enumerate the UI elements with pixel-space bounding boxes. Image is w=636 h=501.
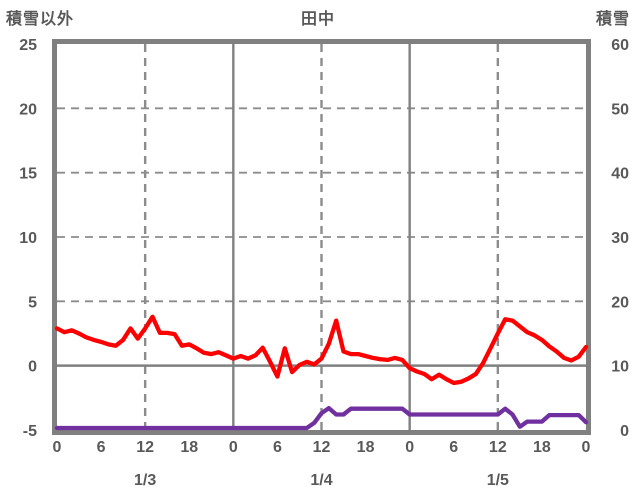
x-axis-tick-label: 0 (53, 439, 62, 456)
x-axis-tick-label: 18 (180, 439, 198, 456)
purple-line-series (54, 405, 589, 431)
x-axis-tick-label: 6 (97, 439, 106, 456)
right-axis-tick-label: 50 (611, 101, 629, 118)
right-axis-title: 積雪 (595, 11, 630, 28)
right-axis-tick-label: 30 (611, 230, 629, 247)
day-label: 1/4 (310, 472, 332, 489)
right-axis-tick-label: 60 (611, 37, 629, 54)
red-line-series (54, 314, 589, 386)
left-axis-tick-label: 10 (19, 230, 37, 247)
plot-frame (52, 39, 591, 435)
day-label: 1/3 (134, 472, 156, 489)
right-axis-tick-label: 10 (611, 359, 629, 376)
x-axis-tick-label: 0 (582, 439, 591, 456)
day-label: 1/5 (487, 472, 509, 489)
right-axis-tick-label: 0 (620, 423, 629, 440)
right-axis-tick-label: 40 (611, 166, 629, 183)
left-axis-tick-label: 0 (28, 359, 37, 376)
x-axis-tick-label: 6 (273, 439, 282, 456)
x-axis-tick-label: 0 (229, 439, 238, 456)
x-axis-tick-label: 18 (357, 439, 375, 456)
x-axis-tick-label: 18 (533, 439, 551, 456)
x-axis-tick-label: 12 (136, 439, 154, 456)
chart-title: 田中 (300, 11, 335, 28)
left-axis-tick-label: 20 (19, 101, 37, 118)
right-axis-tick-label: 20 (611, 294, 629, 311)
x-axis-tick-label: 0 (405, 439, 414, 456)
left-axis-title: 積雪以外 (6, 11, 75, 28)
left-axis-tick-label: 5 (28, 294, 37, 311)
x-axis-tick-label: 12 (489, 439, 507, 456)
x-axis-tick-label: 12 (313, 439, 331, 456)
left-axis-tick-label: 25 (19, 37, 37, 54)
x-axis-tick-label: 6 (449, 439, 458, 456)
left-axis-tick-label: -5 (23, 423, 37, 440)
left-axis-tick-label: 15 (19, 166, 37, 183)
